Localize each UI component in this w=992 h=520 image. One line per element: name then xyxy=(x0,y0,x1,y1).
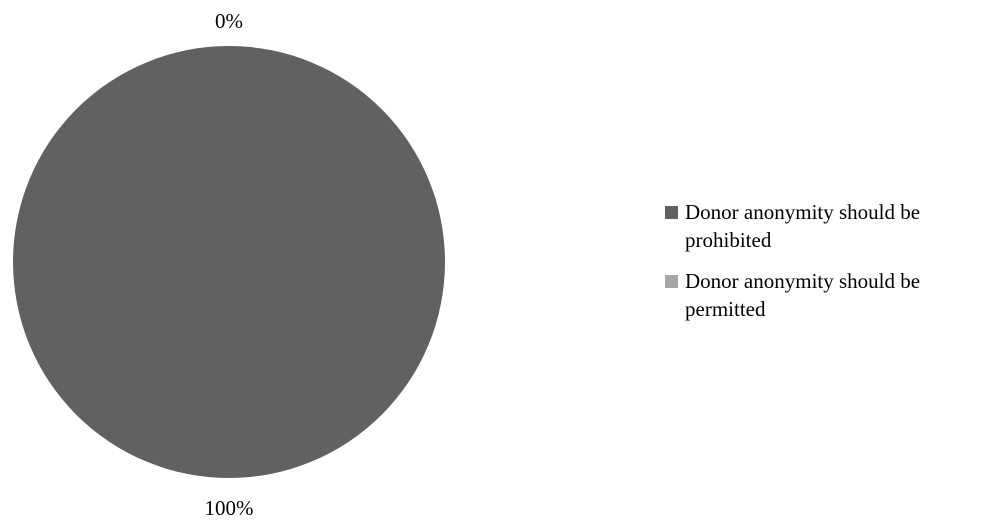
legend-item-permitted: Donor anonymity should be permitted xyxy=(663,267,983,323)
legend-label-permitted: Donor anonymity should be permitted xyxy=(685,269,921,321)
legend-item-prohibited: Donor anonymity should be prohibited xyxy=(663,198,983,254)
legend-label-prohibited: Donor anonymity should be prohibited xyxy=(685,200,921,252)
pie-slice-prohibited xyxy=(13,46,445,478)
pie-data-label-permitted: 0% xyxy=(215,9,243,33)
pie-data-label-prohibited: 100% xyxy=(205,496,254,520)
legend-swatch-permitted xyxy=(665,275,678,288)
legend-swatch-prohibited xyxy=(665,206,678,219)
legend: Donor anonymity should be prohibited Don… xyxy=(663,198,983,336)
pie-slices xyxy=(13,46,445,478)
